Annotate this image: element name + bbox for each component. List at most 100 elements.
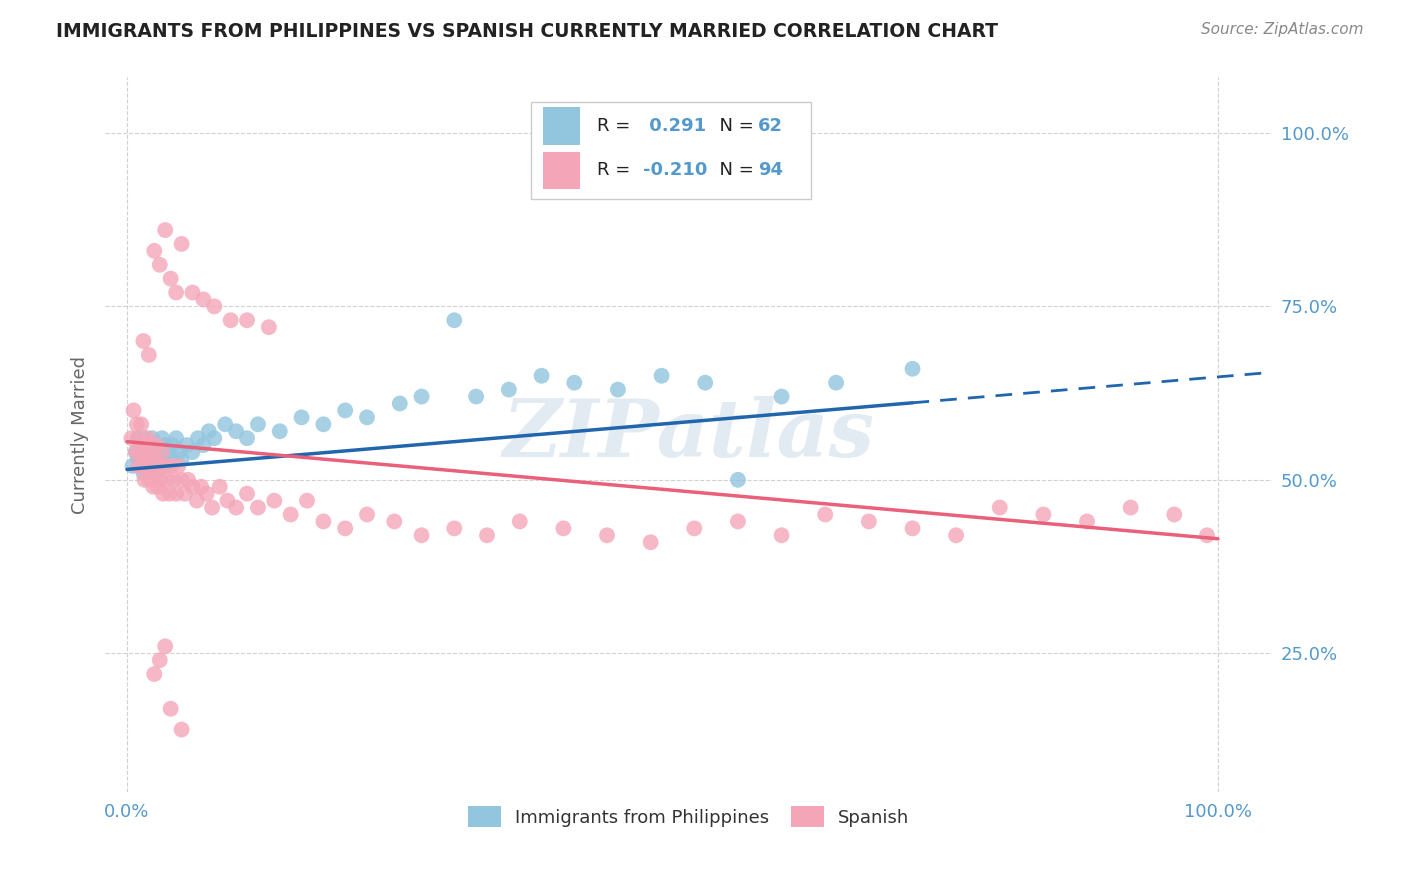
Point [139,452,162,467]
Point [312,417,335,432]
Point [443,521,465,535]
Point [159,486,181,500]
Point [193,293,215,307]
Point [246,500,269,515]
Point [129,438,152,452]
Point [190,480,212,494]
Point [139,452,162,467]
Point [135,445,157,459]
Legend: Immigrants from Philippines, Spanish: Immigrants from Philippines, Spanish [461,799,917,834]
Point [236,313,259,327]
Point [170,236,193,251]
Point [155,640,177,654]
Point [1163,508,1185,522]
Point [170,723,193,737]
Point [640,535,662,549]
Point [120,431,142,445]
Point [134,431,156,445]
Point [125,445,148,459]
Point [335,521,357,535]
Point [155,438,177,452]
Point [411,528,433,542]
Point [138,458,160,473]
Point [236,431,259,445]
Point [465,390,488,404]
Point [135,452,157,467]
FancyBboxPatch shape [543,107,581,145]
Point [509,515,531,529]
Point [290,410,312,425]
Point [202,299,225,313]
Point [132,334,155,348]
Point [1119,500,1142,515]
Point [145,466,167,480]
Point [356,410,378,425]
Point [134,473,156,487]
Point [683,521,706,535]
Point [858,515,880,529]
Point [475,528,498,542]
FancyBboxPatch shape [543,152,581,189]
Point [145,438,167,452]
Point [214,417,236,432]
Point [165,285,187,300]
Point [170,473,193,487]
Point [280,508,302,522]
FancyBboxPatch shape [531,103,811,199]
Point [193,438,215,452]
Point [132,445,155,459]
Point [142,480,165,494]
Point [1032,508,1054,522]
Point [139,466,162,480]
Point [411,390,433,404]
Point [135,458,157,473]
Text: IMMIGRANTS FROM PHILIPPINES VS SPANISH CURRENTLY MARRIED CORRELATION CHART: IMMIGRANTS FROM PHILIPPINES VS SPANISH C… [56,22,998,41]
Point [177,473,200,487]
Point [159,702,181,716]
Point [156,473,179,487]
Point [141,431,163,445]
Point [1195,528,1218,542]
Point [142,458,165,473]
Point [202,431,225,445]
Point [143,452,166,467]
Text: -0.210: -0.210 [644,161,707,179]
Point [727,473,749,487]
Point [170,452,193,467]
Point [236,486,259,500]
Point [770,390,793,404]
Point [149,653,172,667]
Point [149,458,172,473]
Point [132,438,155,452]
Text: R =: R = [596,161,636,179]
Point [814,508,837,522]
Point [138,445,160,459]
Point [121,458,143,473]
Point [143,667,166,681]
Point [770,528,793,542]
Point [901,521,924,535]
Point [145,452,167,467]
Text: Source: ZipAtlas.com: Source: ZipAtlas.com [1201,22,1364,37]
Point [388,396,411,410]
Point [167,458,190,473]
Point [149,258,172,272]
Point [129,417,152,432]
Point [146,480,169,494]
Point [163,473,186,487]
Y-axis label: Currently Married: Currently Married [72,356,89,514]
Point [146,438,169,452]
Point [150,431,173,445]
Point [139,466,162,480]
Point [263,493,285,508]
Point [160,458,183,473]
Text: 94: 94 [758,161,783,179]
Point [176,438,198,452]
Text: 0.291: 0.291 [644,117,706,135]
Point [143,244,166,258]
Point [138,473,160,487]
Point [128,431,150,445]
Point [186,493,208,508]
Point [136,431,159,445]
Point [125,417,148,432]
